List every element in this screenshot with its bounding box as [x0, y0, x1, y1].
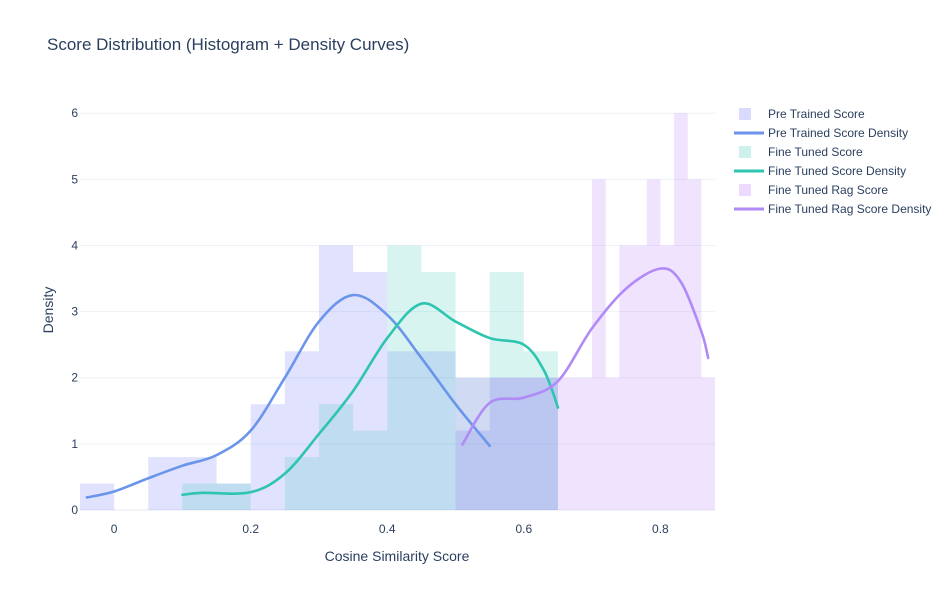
- histogram-bar: [687, 179, 702, 510]
- legend-item-fine-tuned-score-density[interactable]: Fine Tuned Score Density: [734, 164, 906, 178]
- histogram-bar: [523, 377, 558, 510]
- legend[interactable]: Pre Trained Score Pre Trained Score Densi…: [734, 107, 931, 216]
- x-tick-label: 0.4: [379, 522, 396, 536]
- legend-item-fine-tuned-score[interactable]: Fine Tuned Score: [739, 145, 863, 159]
- legend-swatch: [739, 146, 751, 158]
- histogram-bar: [387, 351, 422, 510]
- histogram-bar: [605, 377, 620, 510]
- chart-title: Score Distribution (Histogram + Density …: [47, 35, 409, 54]
- histogram-bar: [646, 179, 661, 510]
- y-tick-label: 0: [71, 503, 78, 517]
- legend-swatch: [739, 108, 751, 120]
- y-tick-label: 5: [71, 172, 78, 186]
- y-axis-title: Density: [40, 287, 56, 334]
- pre-trained-score-density-curve: [85, 293, 491, 499]
- histogram-bar: [619, 245, 647, 510]
- histogram-bar: [421, 271, 456, 510]
- y-tick-label: 3: [71, 305, 78, 319]
- x-tick-label: 0.6: [515, 522, 532, 536]
- legend-item-pre-trained-score[interactable]: Pre Trained Score: [739, 107, 865, 121]
- histogram-bar: [523, 351, 558, 510]
- histogram-bar: [182, 483, 251, 510]
- legend-label: Fine Tuned Rag Score: [768, 183, 888, 197]
- x-axis-title: Cosine Similarity Score: [325, 548, 470, 564]
- histogram-bar: [421, 351, 456, 510]
- x-axis-ticks: 0 0.2 0.4 0.6 0.8: [111, 522, 669, 536]
- histogram-bar: [455, 430, 490, 510]
- fine-tuned-score-density-curve: [181, 302, 560, 497]
- histogram-bar: [353, 271, 388, 510]
- histogram-bar: [701, 377, 715, 510]
- density-curves: [85, 267, 710, 499]
- y-tick-label: 6: [71, 106, 78, 120]
- histogram-bar: [592, 179, 606, 510]
- histogram-bar: [578, 377, 593, 510]
- legend-label: Fine Tuned Score Density: [768, 164, 906, 178]
- y-tick-label: 1: [71, 437, 78, 451]
- fine-tuned-score-histogram: [182, 245, 558, 510]
- y-tick-label: 2: [71, 371, 78, 385]
- histogram-bar: [318, 404, 354, 510]
- histogram-bar: [489, 271, 524, 510]
- legend-label: Pre Trained Score: [768, 107, 865, 121]
- y-axis-ticks: 0 1 2 3 4 5 6: [71, 106, 78, 517]
- legend-swatch: [739, 184, 751, 196]
- histogram-bar: [284, 351, 319, 510]
- histogram-bar: [216, 483, 251, 510]
- legend-label: Pre Trained Score Density: [768, 126, 908, 140]
- fine-tuned-rag-score-density-curve: [461, 267, 710, 446]
- gridlines: [80, 112, 715, 511]
- legend-item-pre-trained-score-density[interactable]: Pre Trained Score Density: [734, 126, 908, 140]
- x-tick-label: 0.2: [242, 522, 259, 536]
- histogram-bar: [284, 457, 319, 510]
- histogram-bar: [674, 113, 688, 511]
- histogram-bar: [660, 245, 675, 510]
- x-tick-label: 0: [111, 522, 118, 536]
- y-tick-label: 4: [71, 238, 78, 252]
- legend-label: Fine Tuned Rag Score Density: [768, 202, 931, 216]
- histogram-bar: [318, 245, 354, 510]
- histogram-bars: [80, 113, 715, 511]
- legend-item-fine-tuned-rag-score-density[interactable]: Fine Tuned Rag Score Density: [734, 202, 931, 216]
- histogram-bar: [250, 404, 285, 510]
- histogram-bar: [387, 245, 422, 510]
- legend-item-fine-tuned-rag-score[interactable]: Fine Tuned Rag Score: [739, 183, 888, 197]
- histogram-bar: [353, 430, 388, 510]
- legend-label: Fine Tuned Score: [768, 145, 863, 159]
- x-tick-label: 0.8: [652, 522, 669, 536]
- histogram-bar: [455, 377, 490, 510]
